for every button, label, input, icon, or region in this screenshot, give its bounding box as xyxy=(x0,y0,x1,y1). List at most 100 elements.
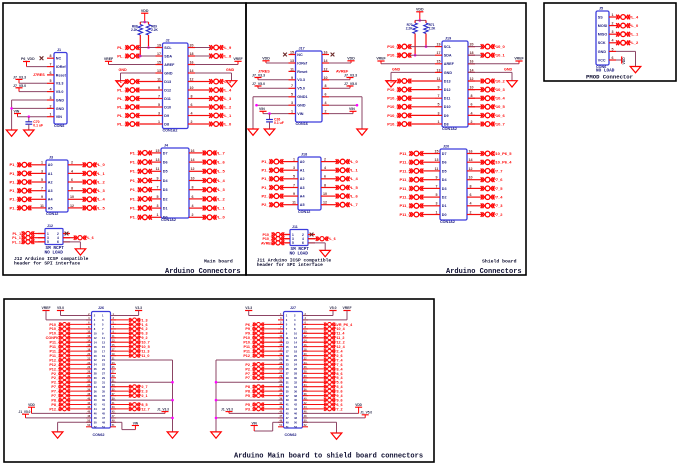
svg-text:14: 14 xyxy=(190,69,194,73)
svg-text:10: 10 xyxy=(304,331,307,334)
svg-text:P11_1: P11_1 xyxy=(399,203,411,208)
svg-text:12: 12 xyxy=(70,204,74,208)
svg-text:J1_V5.0: J1_V5.0 xyxy=(19,410,31,414)
svg-text:5: 5 xyxy=(41,178,43,182)
svg-text:NO LOAD: NO LOAD xyxy=(45,250,64,255)
svg-text:27: 27 xyxy=(279,371,282,374)
svg-text:13: 13 xyxy=(112,340,115,343)
svg-text:J12: J12 xyxy=(47,224,53,228)
svg-text:P11_4: P11_4 xyxy=(50,341,61,345)
svg-text:SM RCPT: SM RCPT xyxy=(46,246,65,251)
svg-text:P9_3: P9_3 xyxy=(245,332,254,336)
svg-text:13: 13 xyxy=(290,59,294,63)
svg-text:PL_5: PL_5 xyxy=(222,79,232,84)
svg-text:14: 14 xyxy=(191,158,195,162)
svg-text:20: 20 xyxy=(470,43,474,47)
svg-text:1: 1 xyxy=(286,314,288,318)
svg-text:4: 4 xyxy=(71,169,73,173)
svg-text:SCL: SCL xyxy=(164,46,172,50)
svg-text:51: 51 xyxy=(102,425,105,429)
svg-text:J7_V5.0: J7_V5.0 xyxy=(13,84,26,88)
svg-text:VDD: VDD xyxy=(262,57,270,61)
svg-text:16: 16 xyxy=(304,344,307,347)
svg-text:15: 15 xyxy=(102,345,105,349)
svg-text:41: 41 xyxy=(286,403,289,407)
svg-text:P1_6: P1_6 xyxy=(139,323,148,327)
svg-text:11: 11 xyxy=(290,67,294,71)
svg-text:header for SPI interface: header for SPI interface xyxy=(14,260,80,266)
svg-text:4: 4 xyxy=(94,318,96,322)
svg-text:2.2K: 2.2K xyxy=(429,27,436,31)
svg-text:PL_2: PL_2 xyxy=(95,179,105,184)
svg-text:CON6: CON6 xyxy=(596,65,606,69)
svg-text:2: 2 xyxy=(57,232,59,236)
svg-text:PL_8: PL_8 xyxy=(117,53,127,58)
svg-text:J12 Arduino ICSP compatible: J12 Arduino ICSP compatible xyxy=(14,256,89,262)
svg-text:D12: D12 xyxy=(164,88,171,92)
svg-text:P3_1: P3_1 xyxy=(245,407,254,411)
svg-text:2: 2 xyxy=(94,314,96,318)
svg-text:50: 50 xyxy=(294,421,297,425)
svg-text:52: 52 xyxy=(94,425,97,429)
svg-text:GND: GND xyxy=(226,68,235,72)
svg-text:P7_6: P7_6 xyxy=(334,363,343,367)
svg-text:J1_V5.0: J1_V5.0 xyxy=(360,411,372,415)
svg-text:0.1 uF: 0.1 uF xyxy=(274,121,284,125)
svg-text:CON1&2: CON1&2 xyxy=(163,129,178,133)
svg-text:P9_6: P9_6 xyxy=(334,398,343,402)
svg-text:33: 33 xyxy=(286,385,289,389)
svg-text:PL_3: PL_3 xyxy=(117,96,127,101)
svg-text:2: 2 xyxy=(612,22,614,26)
svg-text:29: 29 xyxy=(286,376,289,380)
svg-text:P2_6: P2_6 xyxy=(261,194,271,199)
svg-text:PL_4: PL_4 xyxy=(117,87,127,92)
svg-text:VIN: VIN xyxy=(252,421,258,425)
svg-text:CON8: CON8 xyxy=(54,124,64,128)
svg-text:46: 46 xyxy=(304,411,307,414)
svg-text:P12_4: P12_4 xyxy=(334,345,346,349)
svg-text:50: 50 xyxy=(304,420,307,423)
svg-text:43: 43 xyxy=(112,406,115,409)
svg-text:10: 10 xyxy=(294,332,297,336)
svg-text:P9_6: P9_6 xyxy=(245,327,254,331)
svg-text:P11_0: P11_0 xyxy=(399,212,411,217)
svg-text:PL_0: PL_0 xyxy=(629,23,639,28)
svg-text:29: 29 xyxy=(279,375,282,378)
svg-text:5: 5 xyxy=(50,79,52,83)
svg-text:27: 27 xyxy=(102,372,105,376)
svg-text:P6_4: P6_4 xyxy=(245,323,255,327)
svg-text:7: 7 xyxy=(291,84,293,88)
svg-text:16: 16 xyxy=(470,60,474,64)
svg-text:31: 31 xyxy=(279,380,282,383)
svg-text:D7: D7 xyxy=(163,151,168,155)
svg-text:SS: SS xyxy=(598,15,603,19)
svg-text:13: 13 xyxy=(435,158,439,162)
svg-text:J1_V3.3: J1_V3.3 xyxy=(157,407,169,411)
svg-text:48: 48 xyxy=(94,416,97,420)
svg-text:18: 18 xyxy=(87,348,90,351)
svg-text:PL_2: PL_2 xyxy=(215,196,225,201)
svg-text:17: 17 xyxy=(279,348,282,351)
svg-text:VREF: VREF xyxy=(233,57,243,61)
svg-text:15: 15 xyxy=(286,345,289,349)
svg-text:P9_2: P9_2 xyxy=(139,336,148,340)
svg-text:AVREF: AVREF xyxy=(336,70,349,74)
svg-text:P12_6: P12_6 xyxy=(49,407,60,411)
svg-text:PL_5: PL_5 xyxy=(117,79,127,84)
svg-text:6: 6 xyxy=(57,240,59,244)
svg-text:P2_0: P2_0 xyxy=(245,367,254,371)
svg-text:40: 40 xyxy=(304,397,307,400)
svg-text:25: 25 xyxy=(279,366,282,369)
svg-text:D13: D13 xyxy=(164,80,171,84)
svg-text:11: 11 xyxy=(292,201,296,205)
svg-text:PL_5: PL_5 xyxy=(215,169,225,174)
svg-text:5: 5 xyxy=(292,241,294,245)
svg-text:18: 18 xyxy=(190,52,194,56)
svg-text:34: 34 xyxy=(294,385,297,389)
svg-text:20: 20 xyxy=(190,43,194,47)
svg-text:P10_4: P10_4 xyxy=(334,327,346,331)
svg-text:6: 6 xyxy=(325,93,327,97)
svg-text:23: 23 xyxy=(102,363,105,367)
svg-text:11: 11 xyxy=(156,167,160,171)
svg-text:9: 9 xyxy=(41,195,43,199)
